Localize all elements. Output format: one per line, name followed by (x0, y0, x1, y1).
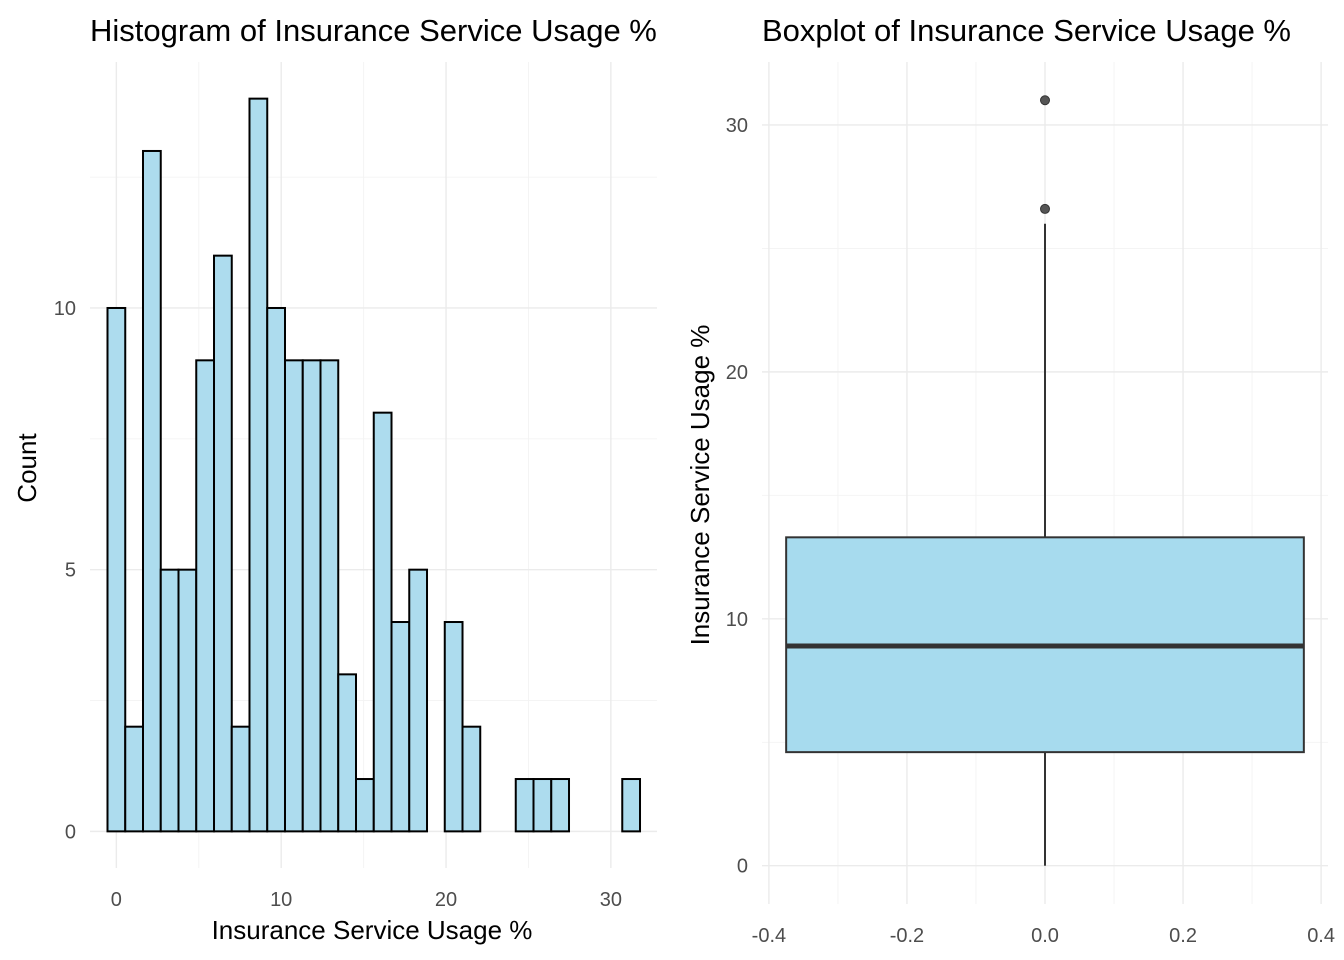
boxplot-x-tick-label: -0.4 (752, 925, 786, 947)
histogram-bar (159, 568, 180, 833)
histogram-bar (106, 306, 127, 833)
boxplot-x-tick-label: 0.0 (1031, 925, 1059, 947)
boxplot-outlier-point (1040, 203, 1050, 214)
histogram-bar (301, 359, 322, 833)
histogram-x-tick-label: 30 (600, 889, 622, 911)
histogram-y-tick-label: 5 (65, 560, 76, 582)
histogram-bar (177, 568, 198, 833)
boxplot-title: Boxplot of Insurance Service Usage % (762, 13, 1291, 48)
histogram-bars (106, 97, 642, 833)
histogram-bar (408, 568, 429, 833)
histogram-bar (461, 725, 482, 833)
boxplot-y-axis-label: Insurance Service Usage % (685, 325, 715, 646)
histogram-bar (443, 621, 464, 833)
boxplot-x-tick-label: 0.4 (1307, 925, 1335, 947)
histogram-bar (213, 254, 233, 833)
histogram-title: Histogram of Insurance Service Usage % (90, 13, 657, 48)
histogram-x-tick-label: 20 (435, 889, 457, 911)
histogram-bar (141, 149, 162, 833)
histogram-x-tick-label: 0 (111, 889, 122, 911)
histogram-bar (372, 411, 393, 833)
histogram-y-tick-label: 0 (65, 821, 76, 843)
boxplot-panel: Boxplot of Insurance Service Usage % -0.… (685, 13, 1335, 947)
histogram-bar (319, 359, 340, 833)
histogram-bar (230, 725, 251, 833)
boxplot-marks (785, 95, 1305, 866)
boxplot-y-tick-label: 10 (726, 609, 748, 631)
histogram-panel: Histogram of Insurance Service Usage % 0… (12, 13, 657, 945)
histogram-bar (195, 359, 216, 833)
histogram-bar (283, 359, 304, 833)
histogram-y-axis-label: Count (12, 433, 42, 503)
histogram-bar (550, 778, 571, 833)
histogram-bar (390, 621, 411, 833)
histogram-bar (266, 306, 286, 833)
histogram-bar (337, 673, 358, 833)
boxplot-y-tick-labels: 0 10 20 30 (726, 115, 748, 878)
histogram-x-tick-label: 10 (270, 889, 292, 911)
histogram-x-tick-labels: 0 10 20 30 (111, 889, 622, 911)
boxplot-x-tick-label: 0.2 (1169, 925, 1197, 947)
boxplot-x-tick-label: -0.2 (890, 925, 924, 947)
boxplot-y-tick-label: 0 (737, 856, 748, 878)
histogram-bar (532, 778, 553, 833)
histogram-y-tick-label: 10 (54, 298, 76, 320)
histogram-bar (355, 778, 375, 833)
boxplot-outlier-point (1040, 95, 1050, 106)
boxplot-x-tick-labels: -0.4 -0.2 0.0 0.2 0.4 (752, 925, 1335, 947)
histogram-x-axis-label: Insurance Service Usage % (212, 915, 533, 945)
boxplot-y-tick-label: 20 (726, 362, 748, 384)
histogram-y-tick-labels: 0 5 10 (54, 298, 76, 843)
histogram-bar (248, 97, 269, 833)
boxplot-y-tick-label: 30 (726, 115, 748, 137)
histogram-bar (514, 778, 535, 833)
histogram-bar (124, 725, 144, 833)
histogram-bar (621, 778, 642, 833)
